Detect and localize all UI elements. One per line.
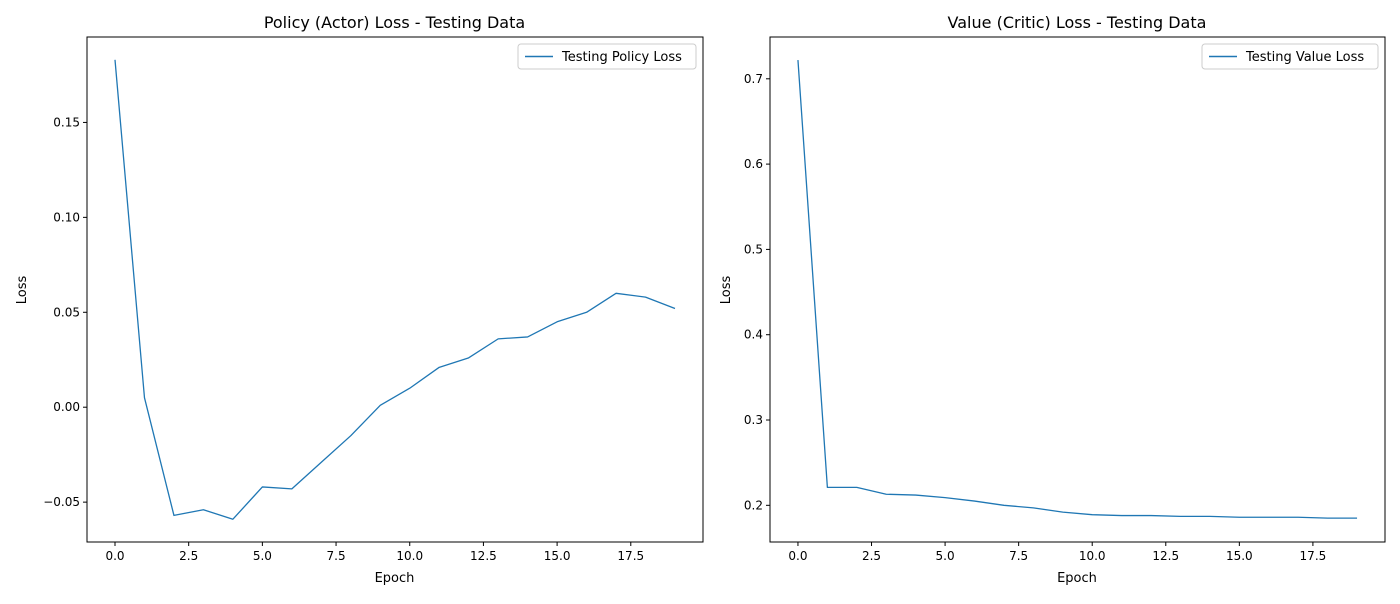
y-tick-label: 0.5 xyxy=(744,242,763,256)
x-tick-label: 5.0 xyxy=(253,549,272,563)
x-tick-label: 10.0 xyxy=(1079,549,1106,563)
x-tick-label: 0.0 xyxy=(105,549,124,563)
y-ticks: 0.2 0.3 0.4 0.5 0.6 0.7 xyxy=(744,72,770,512)
x-tick-label: 2.5 xyxy=(179,549,198,563)
legend: Testing Value Loss xyxy=(1201,43,1379,70)
x-tick-label: 0.0 xyxy=(788,549,807,563)
y-tick-label: 0.15 xyxy=(53,115,80,129)
x-tick-label: 7.5 xyxy=(1009,549,1028,563)
x-ticks: 0.0 2.5 5.0 7.5 10.0 12.5 15.0 17.5 xyxy=(105,542,644,563)
y-axis-label: Loss xyxy=(719,276,734,305)
x-axis-label: Epoch xyxy=(1057,571,1097,586)
series-lines xyxy=(797,59,1358,519)
y-tick-label: −0.05 xyxy=(43,495,80,509)
y-tick-label: 0.3 xyxy=(744,413,763,427)
x-tick-label: 2.5 xyxy=(862,549,881,563)
plot-frame xyxy=(86,36,704,543)
x-tick-label: 17.5 xyxy=(1300,549,1327,563)
x-tick-label: 10.0 xyxy=(396,549,423,563)
x-tick-label: 7.5 xyxy=(327,549,346,563)
x-ticks: 0.0 2.5 5.0 7.5 10.0 12.5 15.0 17.5 xyxy=(788,542,1326,563)
x-tick-label: 12.5 xyxy=(470,549,497,563)
x-tick-label: 15.0 xyxy=(544,549,571,563)
plot-frame xyxy=(769,36,1386,543)
y-ticks: −0.05 0.00 0.05 0.10 0.15 xyxy=(43,115,87,509)
x-tick-label: 5.0 xyxy=(936,549,955,563)
x-tick-label: 15.0 xyxy=(1226,549,1253,563)
legend-box xyxy=(1201,43,1379,70)
legend-box xyxy=(517,43,697,70)
chart-title: Policy (Actor) Loss - Testing Data xyxy=(264,13,525,32)
y-tick-label: 0.05 xyxy=(53,305,80,319)
series-lines xyxy=(114,59,676,520)
y-axis-label: Loss xyxy=(15,276,30,305)
legend-label: Testing Policy Loss xyxy=(561,50,682,65)
value-loss-chart: Value (Critic) Loss - Testing Data 0.20.… xyxy=(719,13,1386,586)
series-line xyxy=(797,59,1358,519)
y-tick-label: 0.7 xyxy=(744,72,763,86)
x-tick-label: 17.5 xyxy=(617,549,644,563)
y-tick-label: 0.2 xyxy=(744,498,763,512)
series-line xyxy=(114,59,676,520)
chart-title: Value (Critic) Loss - Testing Data xyxy=(948,13,1207,32)
y-tick-label: 0.10 xyxy=(53,210,80,224)
legend-label: Testing Value Loss xyxy=(1245,50,1364,65)
y-tick-label: 0.6 xyxy=(744,157,763,171)
x-axis-label: Epoch xyxy=(375,571,415,586)
x-tick-label: 12.5 xyxy=(1152,549,1179,563)
y-tick-label: 0.4 xyxy=(744,328,763,342)
legend: Testing Policy Loss xyxy=(517,43,697,70)
y-tick-label: 0.00 xyxy=(53,400,80,414)
policy-loss-chart: Policy (Actor) Loss - Testing Data −0.05… xyxy=(15,13,704,586)
